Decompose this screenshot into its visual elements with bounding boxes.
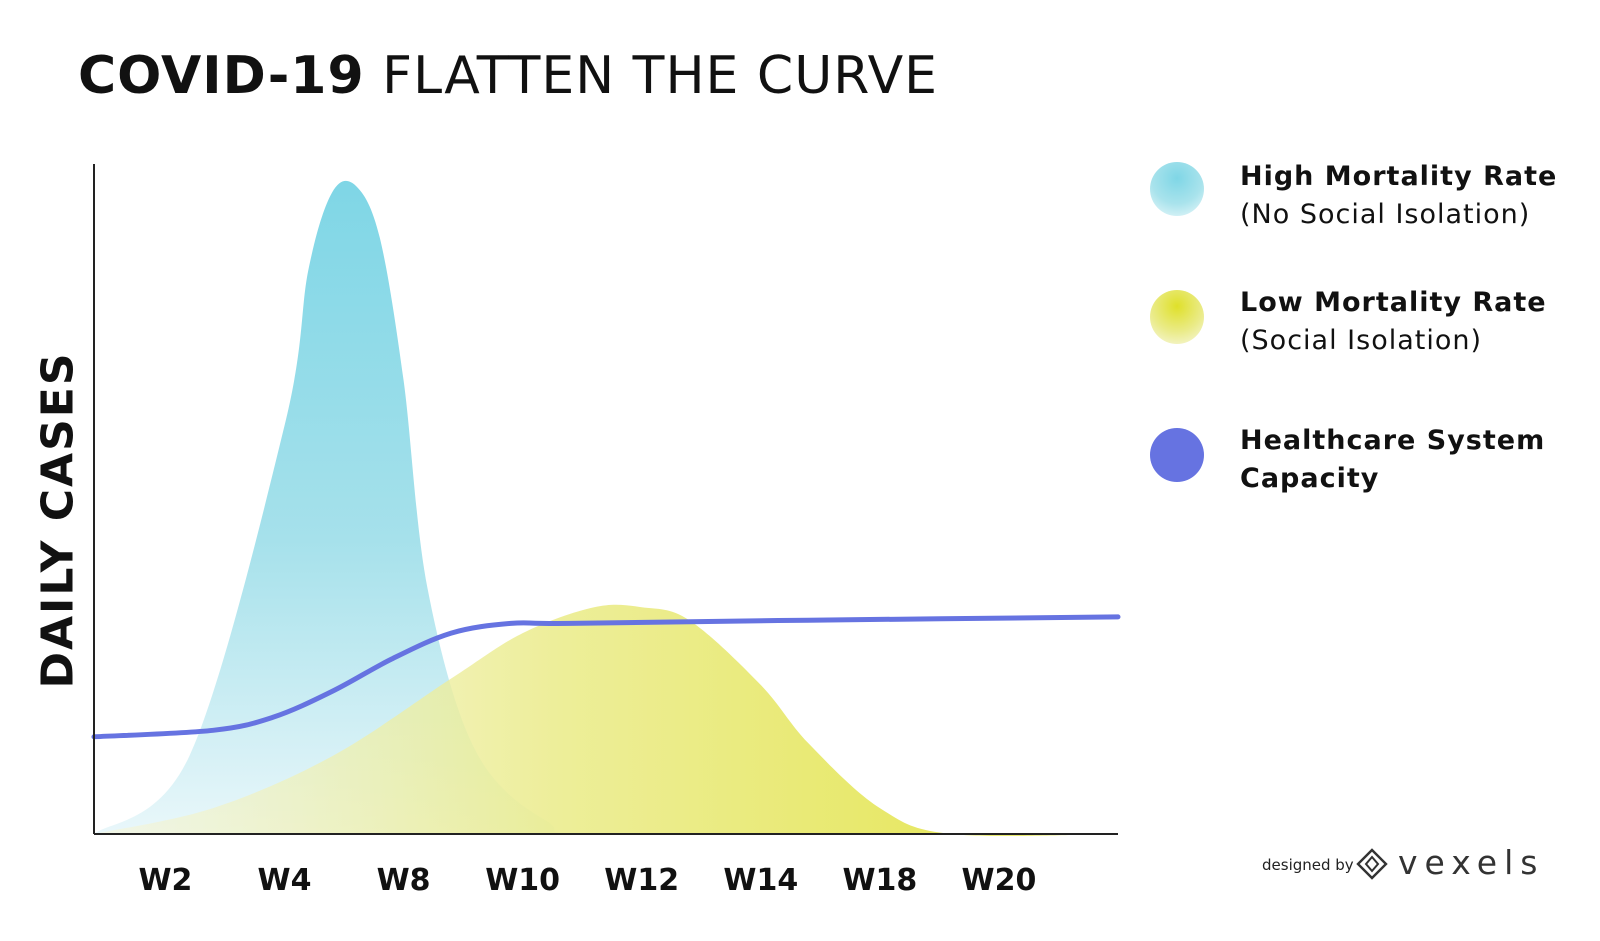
- series-high-mortality-area: [94, 180, 1118, 835]
- x-tick-label: W8: [377, 863, 431, 898]
- legend-swatch-blue: [1150, 428, 1204, 482]
- diamond-logo-icon: [1356, 848, 1388, 880]
- x-tick-label: W10: [485, 863, 560, 898]
- chart-title-light: FLATTEN THE CURVE: [382, 46, 939, 106]
- legend-swatch-cyan: [1150, 162, 1204, 216]
- credit-text: designed by: [1262, 856, 1354, 874]
- chart-title: COVID-19 FLATTEN THE CURVE: [78, 46, 938, 106]
- legend-text-high-mortality: High Mortality Rate (No Social Isolation…: [1240, 158, 1557, 234]
- series-healthcare-capacity-line: [91, 614, 1121, 740]
- legend-text-healthcare-capacity: Healthcare System Capacity: [1240, 422, 1545, 498]
- series-low-mortality-area: [94, 604, 1118, 836]
- legend-label-high-mortality: High Mortality Rate: [1240, 161, 1558, 192]
- x-tick-label: W14: [723, 863, 798, 898]
- x-tick-label: W2: [138, 863, 192, 898]
- legend-label-low-mortality: Low Mortality Rate: [1240, 287, 1547, 318]
- x-tick-label: W18: [842, 863, 917, 898]
- x-tick-label: W12: [604, 863, 679, 898]
- legend-text-low-mortality: Low Mortality Rate (Social Isolation): [1240, 284, 1547, 360]
- legend-label-healthcare: Healthcare System: [1240, 425, 1546, 456]
- legend-label-capacity: Capacity: [1240, 463, 1380, 494]
- legend-sublabel-no-isolation: (No Social Isolation): [1240, 199, 1531, 230]
- chart-title-bold: COVID-19: [78, 46, 365, 106]
- legend-swatch-yellow: [1150, 290, 1204, 344]
- brand-name: vexels: [1398, 843, 1545, 882]
- legend-sublabel-isolation: (Social Isolation): [1240, 325, 1483, 356]
- x-tick-label: W20: [962, 863, 1037, 898]
- x-tick-label: W4: [258, 863, 312, 898]
